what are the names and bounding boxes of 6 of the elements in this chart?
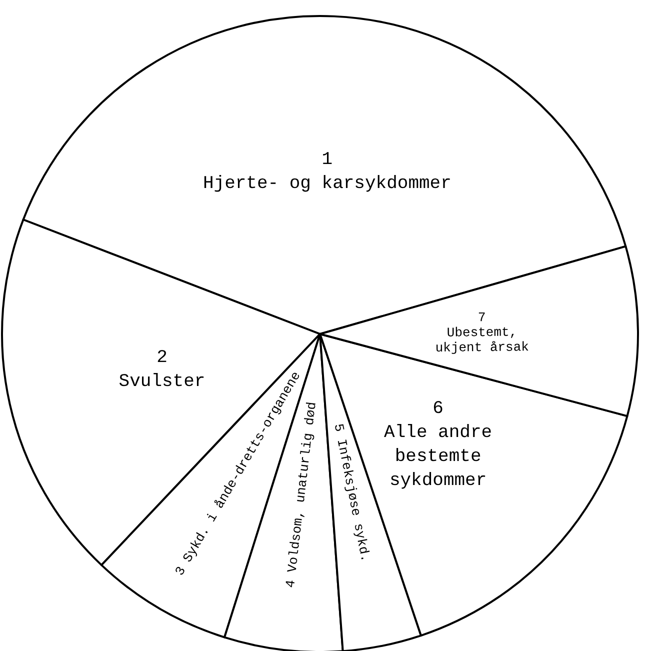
slice-label: 5 Infeksjøse sykd. — [330, 422, 373, 564]
slice-label: 2 Svulster — [118, 348, 206, 392]
slice-label: 7 Ubestemt, ukjent årsak — [435, 310, 530, 356]
slice-label: 4 Voldsom, unaturlig død — [282, 401, 320, 589]
slice-label: 1 Hjerte- og karsykdommer — [202, 150, 452, 194]
slice-label: 6 Alle andre bestemte sykdommer — [384, 398, 492, 491]
